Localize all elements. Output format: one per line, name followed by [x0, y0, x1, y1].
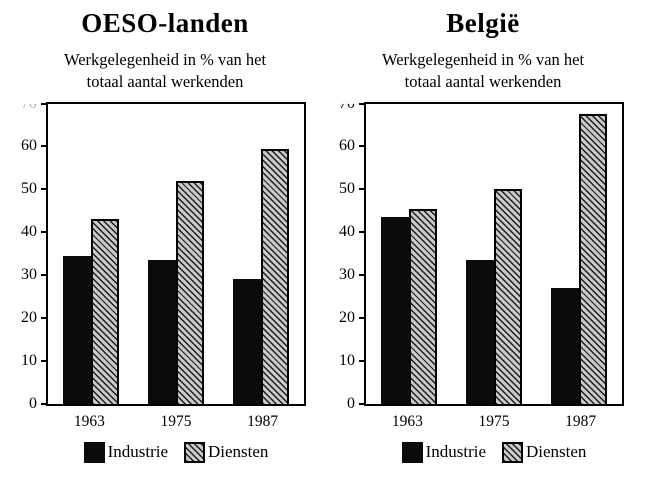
legend-swatch-industrie	[401, 441, 423, 463]
bar-industrie-1987	[551, 287, 580, 404]
legend-label: Diensten	[208, 442, 269, 462]
legend-item-diensten: Diensten	[502, 441, 587, 463]
y-tick-mark	[41, 359, 46, 362]
y-tick-label: 70	[21, 94, 37, 112]
y-tick-mark	[359, 188, 364, 191]
y-tick-label: 60	[21, 137, 37, 155]
x-tick-label: 1963	[73, 412, 105, 430]
plot-row: 0 10 20 30 40 50 60 70	[6, 101, 324, 412]
legend-item-industrie: Industrie	[401, 441, 486, 463]
y-tick-mark	[41, 402, 46, 405]
y-axis: 0 10 20 30 40 50 60 70	[324, 102, 364, 412]
bar-diensten-1963	[408, 208, 437, 404]
y-tick-mark	[41, 145, 46, 148]
chart-subtitle: Werkgelegenheid in % van het totaal aant…	[6, 49, 324, 93]
y-tick-label: 0	[29, 394, 37, 412]
y-tick-mark	[359, 359, 364, 362]
legend-label: Industrie	[425, 442, 486, 462]
bar-industrie-1963	[62, 255, 91, 404]
bar-diensten-1975	[493, 189, 522, 404]
y-tick-label: 30	[339, 265, 355, 283]
chart-subtitle-line2: totaal aantal werkenden	[86, 71, 244, 91]
chart-subtitle-line1: Werkgelegenheid in % van het	[63, 50, 267, 69]
y-tick-mark	[359, 402, 364, 405]
y-tick-mark	[41, 102, 46, 105]
legend: Industrie Diensten	[364, 441, 624, 463]
bar-industrie-1963	[380, 217, 409, 404]
y-tick-label: 50	[339, 180, 355, 198]
y-tick-label: 50	[21, 180, 37, 198]
y-tick-mark	[41, 188, 46, 191]
chart-subtitle-line2: totaal aantal werkenden	[404, 71, 562, 91]
y-tick-label: 20	[21, 308, 37, 326]
chart-title: België	[446, 8, 520, 38]
bar-diensten-1987	[579, 114, 608, 404]
chart-title: OESO-landen	[81, 8, 249, 38]
legend-label: Industrie	[107, 442, 168, 462]
y-tick-mark	[41, 316, 46, 319]
bar-group-1963	[62, 219, 120, 404]
bar-diensten-1987	[261, 148, 290, 404]
chart-oeso-landen: OESO-landen Werkgelegenheid in % van het…	[6, 0, 324, 489]
legend-swatch-diensten	[184, 441, 205, 463]
y-tick-label: 0	[347, 394, 355, 412]
x-tick-label: 1987	[247, 412, 279, 430]
x-axis-labels: 1963 1975 1987	[46, 413, 306, 431]
y-tick-label: 40	[339, 223, 355, 241]
y-tick-label: 30	[21, 265, 37, 283]
bar-group-1975	[147, 180, 205, 404]
chart-subtitle-line1: Werkgelegenheid in % van het	[381, 50, 585, 69]
bar-diensten-1963	[90, 219, 119, 404]
y-tick-label: 60	[339, 137, 355, 155]
legend-swatch-industrie	[83, 441, 105, 463]
legend-label: Diensten	[526, 442, 587, 462]
plot-row: 0 10 20 30 40 50 60 70	[324, 101, 642, 412]
bar-group-1975	[465, 189, 523, 404]
legend-item-diensten: Diensten	[184, 441, 269, 463]
y-tick-mark	[359, 231, 364, 234]
plot-area	[46, 101, 306, 406]
x-tick-label: 1975	[160, 412, 192, 430]
chart-belgie: België Werkgelegenheid in % van het tota…	[324, 0, 642, 489]
x-axis-labels: 1963 1975 1987	[364, 413, 624, 431]
y-tick-mark	[359, 273, 364, 276]
y-tick-mark	[359, 145, 364, 148]
legend: Industrie Diensten	[46, 441, 306, 463]
bar-diensten-1975	[175, 180, 204, 404]
bar-industrie-1975	[147, 259, 176, 404]
y-tick-label: 10	[339, 351, 355, 369]
y-tick-mark	[359, 102, 364, 105]
legend-item-industrie: Industrie	[83, 441, 168, 463]
bar-group-1963	[380, 208, 438, 404]
chart-subtitle: Werkgelegenheid in % van het totaal aant…	[324, 49, 642, 93]
bar-group-1987	[550, 114, 608, 404]
y-tick-label: 10	[21, 351, 37, 369]
bar-group-1987	[232, 148, 290, 404]
x-tick-label: 1987	[565, 412, 597, 430]
y-tick-mark	[41, 231, 46, 234]
bar-industrie-1975	[465, 259, 494, 404]
y-tick-mark	[359, 316, 364, 319]
bar-industrie-1987	[233, 279, 262, 404]
y-tick-mark	[41, 273, 46, 276]
y-tick-label: 40	[21, 223, 37, 241]
y-tick-label: 20	[339, 308, 355, 326]
y-tick-label: 70	[339, 94, 355, 112]
x-tick-label: 1975	[478, 412, 510, 430]
plot-area	[364, 101, 624, 406]
x-tick-label: 1963	[391, 412, 423, 430]
legend-swatch-diensten	[502, 441, 523, 463]
y-axis: 0 10 20 30 40 50 60 70	[6, 102, 46, 412]
